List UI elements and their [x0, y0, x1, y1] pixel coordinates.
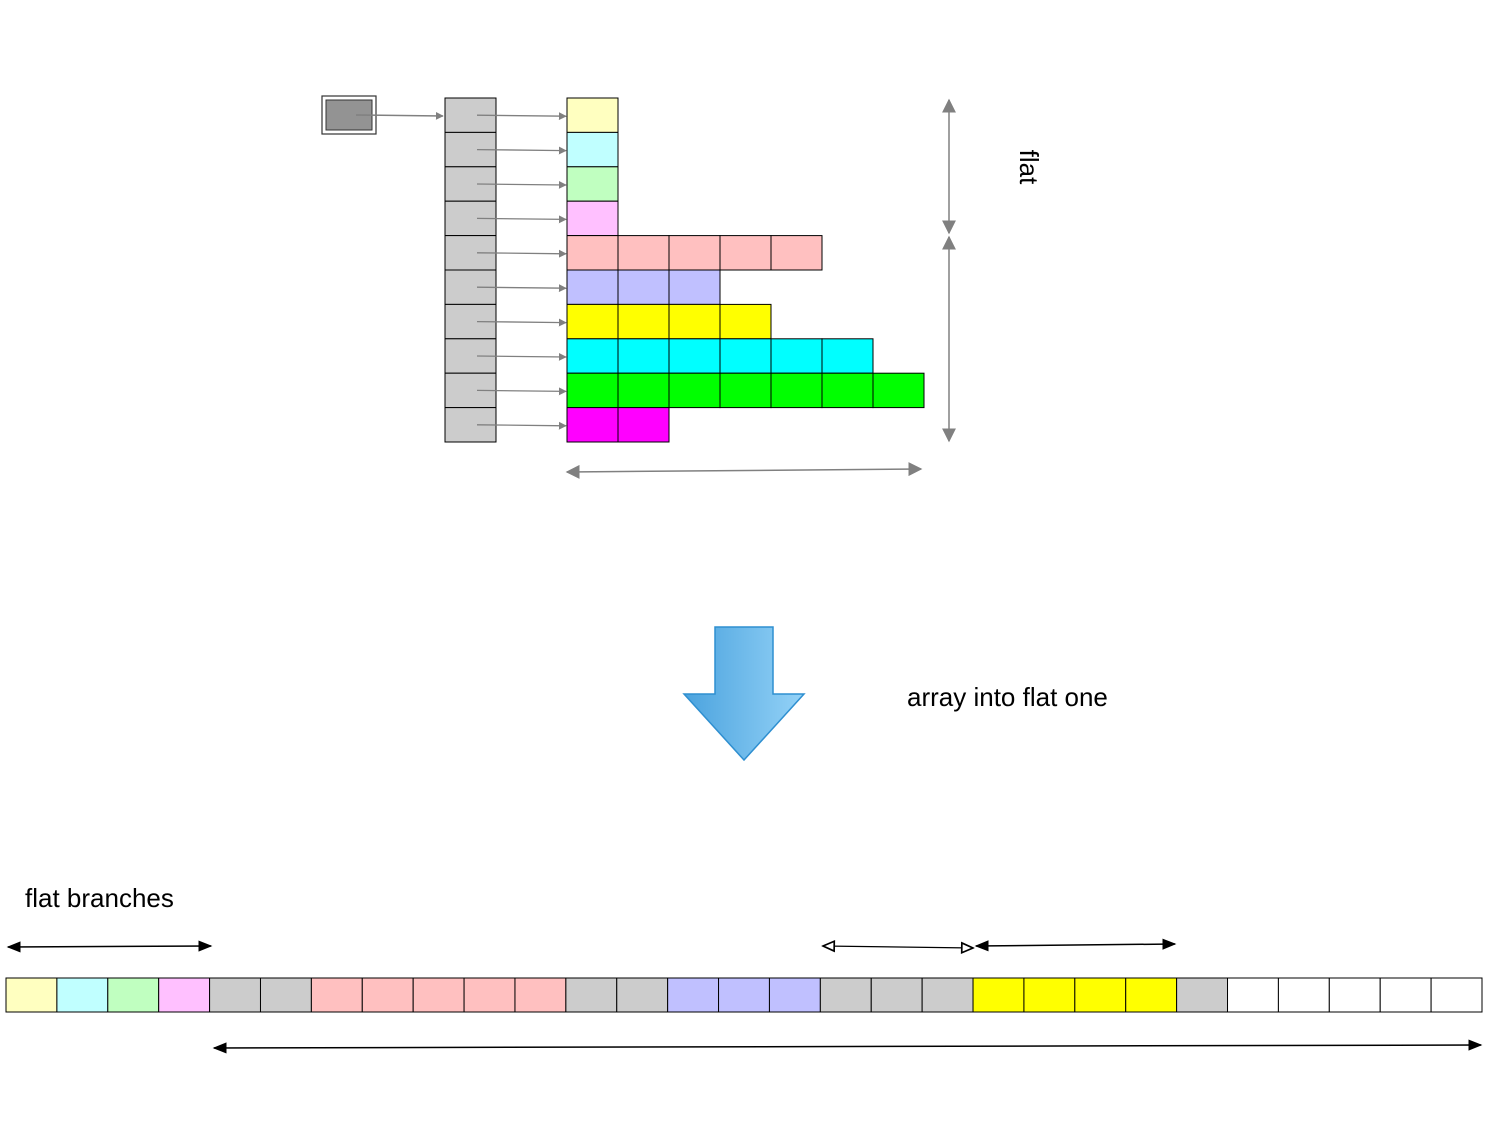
row-pointer-arrow — [476, 180, 567, 189]
flat-cell — [921, 977, 974, 1013]
row-pointer-arrow — [476, 146, 567, 155]
row-cell — [617, 407, 670, 443]
row-cell — [566, 200, 619, 237]
row-cell — [668, 303, 721, 340]
flat-cell — [1430, 977, 1483, 1013]
flat-branches-label: flat branches — [25, 883, 174, 913]
transform-arrow — [682, 626, 806, 762]
flat-cell — [870, 977, 923, 1013]
row-cell — [566, 269, 619, 305]
row-cell — [566, 97, 619, 133]
flat-cell — [718, 977, 770, 1013]
nested-array-rows — [566, 97, 925, 443]
flat-cell — [616, 977, 669, 1013]
flat-cell — [1379, 977, 1432, 1013]
flat-cell — [107, 977, 160, 1013]
row-pointer-arrow — [476, 387, 567, 396]
flat-cell — [1328, 977, 1381, 1013]
row-pointer-arrow — [476, 352, 567, 361]
row-cell — [617, 372, 670, 409]
row-cell — [617, 303, 670, 340]
transform-label: array into flat one — [907, 682, 1108, 712]
flat-cell — [1176, 977, 1229, 1013]
flat-cell — [819, 977, 872, 1013]
flat-cell — [1227, 977, 1279, 1013]
flat-cell — [768, 977, 821, 1013]
flat-cell — [209, 977, 261, 1013]
row-cell — [566, 131, 619, 168]
flat-cell — [1074, 977, 1127, 1013]
flat-cell — [1277, 977, 1330, 1013]
row-cell — [770, 372, 823, 409]
row-pointer-arrow — [476, 249, 567, 258]
flat-cell — [667, 977, 720, 1013]
row-cell — [617, 235, 670, 271]
row-pointer-arrow — [476, 318, 567, 327]
row-cell — [668, 269, 721, 305]
flat-label: flat — [1014, 150, 1044, 185]
pointer-arrow — [355, 111, 444, 120]
row-cell — [719, 372, 772, 409]
row-pointer-arrow — [476, 215, 567, 224]
flat-cell — [1023, 977, 1076, 1013]
flat-cell — [463, 977, 516, 1013]
row-cell — [821, 338, 874, 374]
row-cell — [617, 269, 670, 305]
row-cell — [566, 166, 619, 202]
row-cell — [770, 338, 823, 374]
row-pointer-arrow — [476, 112, 567, 121]
row-cell — [719, 235, 772, 271]
row-cell — [821, 372, 874, 409]
branches-span-arrow — [6, 940, 213, 953]
gap-span-arrow — [823, 946, 973, 948]
flat-cell — [5, 977, 58, 1013]
row-cell — [719, 303, 772, 340]
row-cell — [668, 372, 721, 409]
row-cell — [668, 235, 721, 271]
flat-cell — [1125, 977, 1178, 1013]
row-cell — [617, 338, 670, 374]
flat-cell — [259, 977, 312, 1013]
row-pointer-arrows — [476, 112, 567, 430]
flat-cell — [361, 977, 414, 1013]
row-cell — [566, 303, 619, 340]
row-cell — [566, 407, 619, 443]
row-cell — [668, 338, 721, 374]
flat-cell — [972, 977, 1025, 1013]
max-width-arrow — [565, 462, 923, 479]
data-span-arrow — [212, 1039, 1483, 1054]
row-pointer-arrow — [476, 284, 567, 293]
flat-cell — [310, 977, 363, 1013]
flat-cell — [56, 977, 109, 1013]
row-cell — [770, 235, 823, 271]
flat-cell — [514, 977, 567, 1013]
flat-cell — [412, 977, 465, 1013]
row-cell — [566, 338, 619, 374]
row-cell — [872, 372, 925, 409]
flat-cell — [565, 977, 618, 1013]
row-pointer-arrow — [476, 421, 567, 430]
row-cell — [719, 338, 772, 374]
flat-cell — [158, 977, 211, 1013]
segment-span-arrow — [974, 938, 1177, 952]
row-cell — [566, 235, 619, 271]
row-cell — [566, 372, 619, 409]
flat-array — [5, 977, 1483, 1013]
